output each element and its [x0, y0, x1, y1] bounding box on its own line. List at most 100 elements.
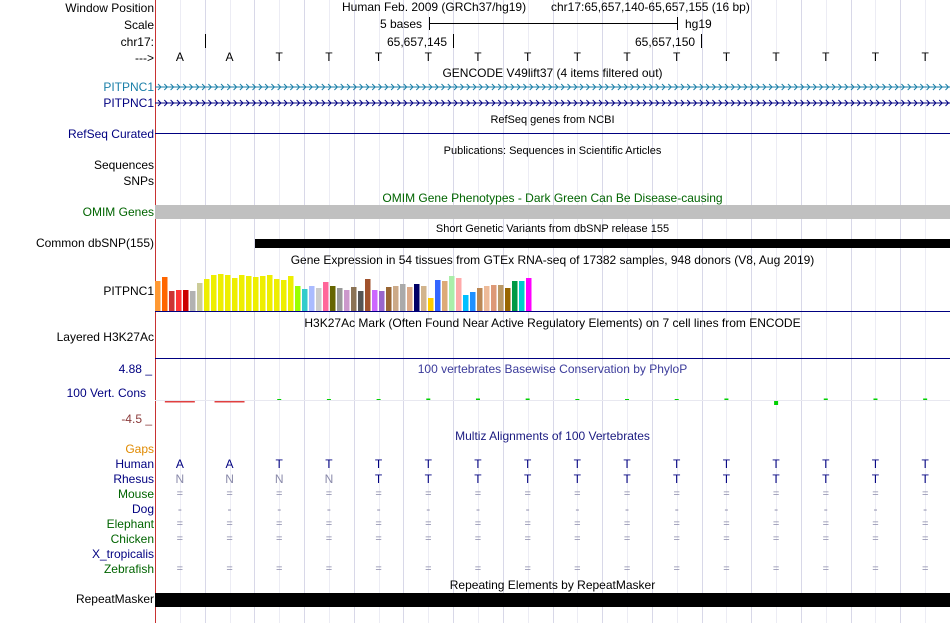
strand-chevron	[548, 83, 553, 91]
refseq-gene-line[interactable]	[155, 133, 950, 134]
strand-chevron	[667, 99, 673, 107]
alignment-base: =	[723, 518, 730, 530]
strand-chevron	[800, 99, 805, 107]
repeatmasker-bar[interactable]	[155, 593, 950, 607]
gtex-tissue-bar	[365, 279, 371, 311]
omim-bar[interactable]	[155, 205, 950, 219]
scale-db: hg19	[685, 17, 712, 31]
alignment-base: T	[374, 472, 383, 486]
publications-snps-label[interactable]: SNPs	[123, 174, 154, 188]
gtex-tissue-bar	[274, 279, 280, 311]
species-label[interactable]: Human	[115, 457, 154, 471]
strand-chevron	[806, 83, 811, 91]
strand-chevron	[296, 99, 301, 107]
species-label[interactable]: X_tropicalis	[91, 547, 154, 561]
strand-chevron	[277, 99, 282, 107]
species-label[interactable]: Zebrafish	[103, 562, 154, 576]
strand-chevron	[705, 99, 710, 107]
strand-chevron	[258, 99, 263, 107]
h3k27ac-label[interactable]: Layered H3K27Ac	[56, 330, 154, 344]
strand-chevron	[567, 83, 572, 91]
strand-chevron	[730, 99, 736, 107]
phylop-bar	[376, 399, 381, 400]
strand-chevron	[220, 83, 225, 91]
alignment-base: =	[176, 488, 184, 500]
strand-chevron	[472, 99, 477, 107]
strand-chevron	[749, 99, 754, 107]
alignment-base: =	[226, 533, 233, 545]
phylop-bar	[674, 399, 679, 400]
strand-chevron	[541, 99, 547, 107]
gencode-transcripts[interactable]	[155, 81, 950, 109]
gtex-bar-chart[interactable]	[155, 265, 555, 312]
alignment-base: =	[325, 533, 333, 545]
phylop-signal[interactable]	[155, 394, 950, 410]
strand-chevron	[453, 99, 458, 107]
strand-chevron	[737, 83, 742, 91]
repeatmasker-label[interactable]: RepeatMasker	[75, 592, 154, 606]
gencode-label-1[interactable]: PITPNC1	[103, 80, 154, 94]
gtex-tissue-bar	[407, 287, 413, 311]
strand-chevron	[478, 83, 484, 91]
ruler-tick-2	[701, 34, 702, 48]
species-label[interactable]: Mouse	[117, 487, 154, 501]
strand-chevron	[712, 83, 717, 91]
strand-chevron	[913, 99, 918, 107]
alignment-base: =	[822, 488, 829, 500]
alignment-base: -	[475, 502, 480, 516]
ruler-base: T	[275, 50, 283, 64]
species-label[interactable]: Chicken	[110, 532, 154, 546]
alignment-base: -	[823, 502, 828, 516]
alignment-base: =	[226, 518, 233, 530]
gaps-label[interactable]: Gaps	[125, 442, 154, 456]
gencode-label-2[interactable]: PITPNC1	[103, 96, 154, 110]
gtex-tissue-bar	[463, 295, 469, 311]
gtex-tissue-bar	[526, 278, 532, 311]
omim-label[interactable]: OMIM Genes	[82, 205, 154, 219]
strand-chevron	[447, 83, 452, 91]
strand-chevron	[567, 99, 572, 107]
strand-chevron	[932, 99, 937, 107]
alignment-base: T	[673, 472, 681, 486]
alignment-base: -	[724, 502, 729, 516]
gtex-tissue-bar	[442, 281, 448, 311]
gtex-title: Gene Expression in 54 tissues from GTEx …	[290, 253, 815, 267]
strand-chevron	[415, 99, 421, 107]
strand-chevron	[938, 83, 943, 91]
strand-chevron	[189, 83, 194, 91]
multiz-title: Multiz Alignments of 100 Vertebrates	[455, 429, 650, 443]
phylop-label[interactable]: 100 Vert. Cons	[66, 386, 146, 400]
phylop-bar	[525, 398, 530, 400]
strand-chevron	[466, 99, 471, 107]
gtex-tissue-bar	[372, 290, 378, 311]
species-label[interactable]: Elephant	[106, 517, 154, 531]
publications-sequences-label[interactable]: Sequences	[93, 158, 154, 172]
omim-title: OMIM Gene Phenotypes - Dark Green Can Be…	[382, 191, 723, 205]
h3k27ac-title: H3K27Ac Mark (Often Found Near Active Re…	[304, 316, 801, 330]
strand-chevron	[516, 99, 521, 107]
species-label[interactable]: Rhesus	[113, 472, 154, 486]
gtex-tissue-bar	[183, 290, 189, 311]
strand-chevron	[510, 99, 515, 107]
refseq-label[interactable]: RefSeq Curated	[67, 127, 154, 141]
ruler-base: T	[424, 50, 432, 64]
gtex-label[interactable]: PITPNC1	[103, 284, 154, 298]
ruler-base: T	[325, 50, 333, 64]
strand-chevron	[888, 83, 893, 91]
alignment-base: =	[673, 563, 680, 575]
phylop-bar	[277, 399, 282, 400]
strand-chevron	[869, 83, 874, 91]
alignment-base: A	[175, 457, 184, 471]
dbsnp-label[interactable]: Common dbSNP(155)	[35, 236, 154, 250]
strand-chevron	[447, 99, 452, 107]
strand-chevron	[712, 99, 717, 107]
alignment-base: T	[523, 472, 532, 486]
alignment-base: =	[723, 533, 730, 545]
alignment-base: T	[822, 457, 830, 471]
strand-chevron	[258, 83, 263, 91]
strand-chevron	[201, 83, 206, 91]
species-label[interactable]: Dog	[131, 502, 154, 516]
strand-chevron	[838, 99, 843, 107]
dbsnp-variant-bar[interactable]	[255, 239, 950, 248]
alignment-base: -	[674, 502, 679, 516]
